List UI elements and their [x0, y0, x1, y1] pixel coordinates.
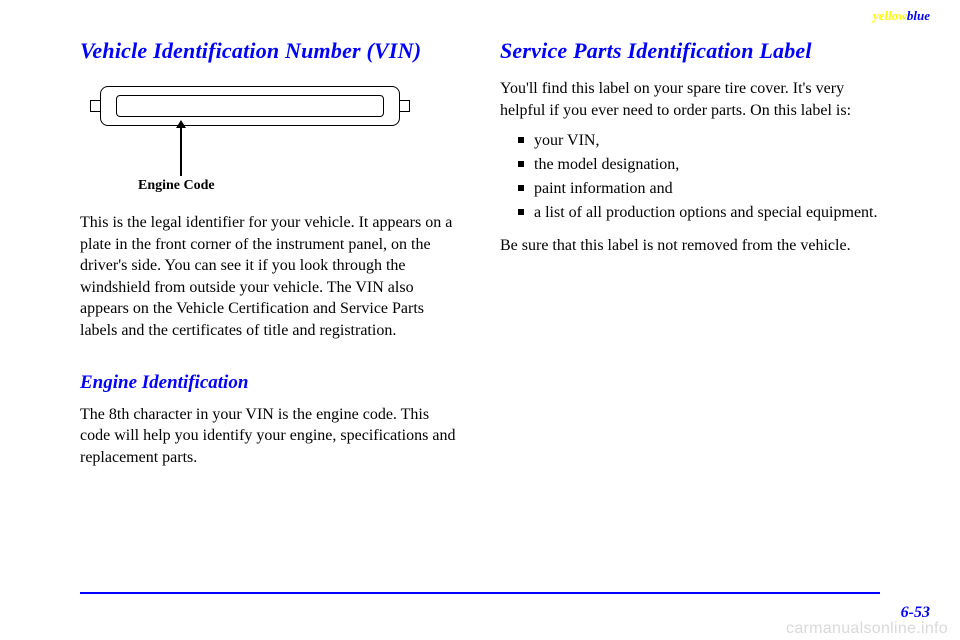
- bullet-text: the model designation,: [534, 153, 679, 177]
- left-column: Vehicle Identification Number (VIN) Engi…: [80, 38, 460, 476]
- header-mark: yellowblue: [873, 8, 930, 24]
- list-item: your VIN,: [518, 129, 880, 153]
- watermark: carmanualsonline.info: [786, 620, 948, 638]
- vin-notch-right: [400, 100, 410, 112]
- bullet-text: your VIN,: [534, 129, 599, 153]
- service-parts-heading: Service Parts Identification Label: [500, 38, 880, 64]
- service-parts-intro: You'll find this label on your spare tir…: [500, 78, 880, 121]
- service-parts-outro: Be sure that this label is not removed f…: [500, 235, 880, 257]
- service-parts-bullets: your VIN, the model designation, paint i…: [518, 129, 880, 225]
- page-content: Vehicle Identification Number (VIN) Engi…: [80, 38, 880, 476]
- vin-plate-inner: [116, 95, 384, 117]
- right-column: Service Parts Identification Label You'l…: [500, 38, 880, 476]
- engine-id-paragraph: The 8th character in your VIN is the eng…: [80, 404, 460, 469]
- vin-paragraph: This is the legal identifier for your ve…: [80, 212, 460, 342]
- bullet-text: paint information and: [534, 177, 673, 201]
- footer-rule: [80, 592, 880, 594]
- list-item: paint information and: [518, 177, 880, 201]
- bullet-icon: [518, 137, 524, 143]
- vin-notch-left: [90, 100, 100, 112]
- vin-heading: Vehicle Identification Number (VIN): [80, 38, 460, 64]
- bullet-text: a list of all production options and spe…: [534, 201, 877, 225]
- header-yellow: yellow: [873, 8, 907, 23]
- bullet-icon: [518, 161, 524, 167]
- bullet-icon: [518, 209, 524, 215]
- list-item: the model designation,: [518, 153, 880, 177]
- header-blue: blue: [907, 8, 930, 23]
- list-item: a list of all production options and spe…: [518, 201, 880, 225]
- vin-engine-code-label: Engine Code: [138, 178, 215, 194]
- engine-id-heading: Engine Identification: [80, 372, 460, 394]
- vin-arrow: [180, 126, 182, 176]
- bullet-icon: [518, 185, 524, 191]
- vin-figure: Engine Code: [80, 78, 420, 198]
